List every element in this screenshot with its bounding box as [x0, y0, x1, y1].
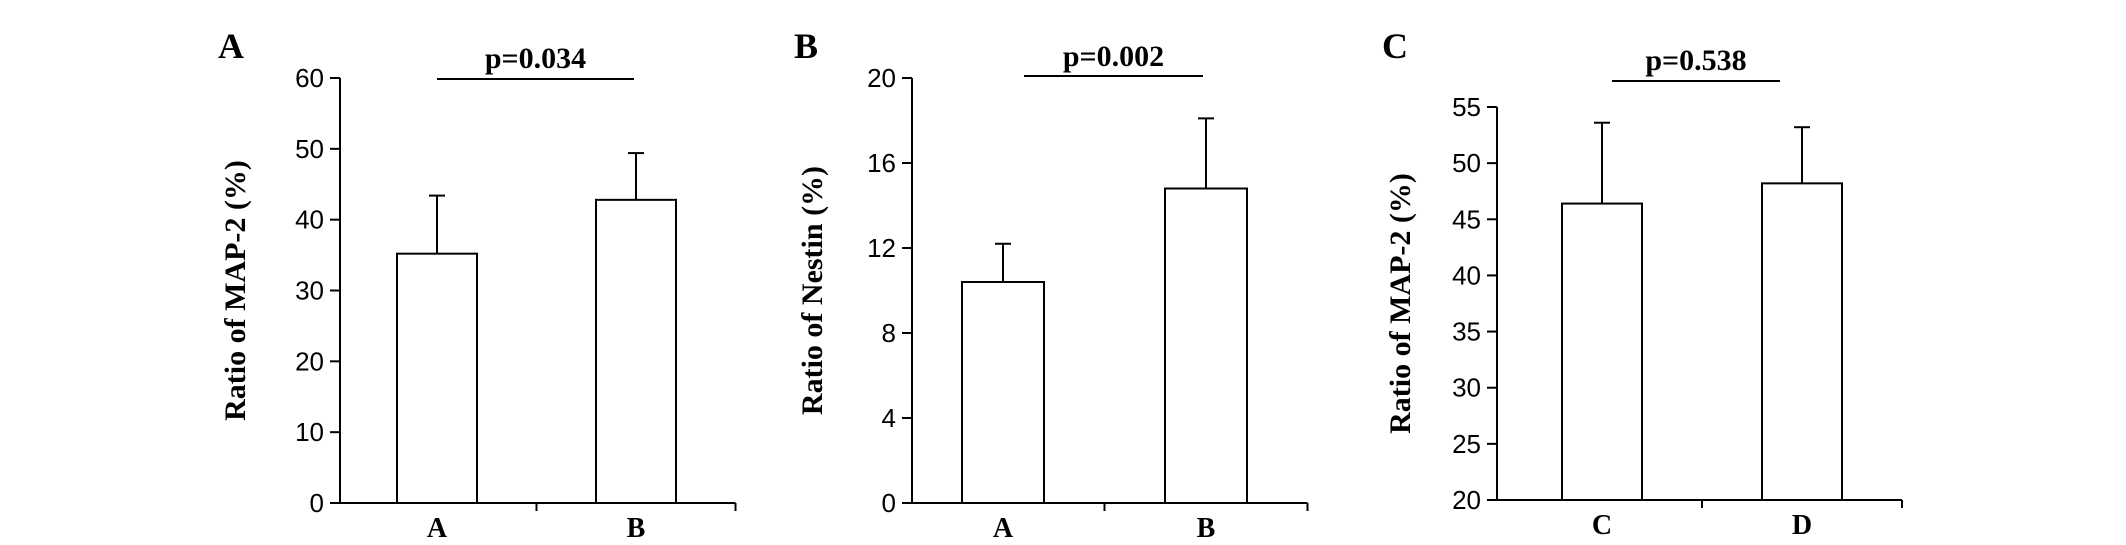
category-label-B-B: B: [1197, 513, 1216, 544]
y-tick-label-C-20: 20: [1452, 485, 1481, 515]
y-axis-label-C: Ratio of MAP-2 (%): [1384, 173, 1417, 434]
y-axis-label-A: Ratio of MAP-2 (%): [219, 160, 252, 421]
y-tick-label-B-4: 4: [882, 403, 896, 433]
category-label-A-B: B: [627, 513, 646, 544]
category-label-A-A: A: [427, 513, 448, 544]
y-tick-label-C-50: 50: [1452, 148, 1481, 178]
p-value-C: p=0.538: [1645, 44, 1746, 77]
panel-letter-A: A: [218, 26, 244, 66]
bar-A-A: [396, 252, 478, 504]
bar-B-A: [961, 281, 1045, 504]
p-value-A: p=0.034: [485, 42, 586, 75]
y-tick-label-A-60: 60: [295, 63, 324, 93]
category-label-C-C: C: [1592, 510, 1612, 541]
y-tick-label-A-40: 40: [295, 205, 324, 235]
y-tick-label-A-0: 0: [310, 488, 324, 518]
bar-A-B: [595, 198, 677, 504]
y-tick-label-C-45: 45: [1452, 204, 1481, 234]
y-tick-label-C-35: 35: [1452, 317, 1481, 347]
y-tick-label-B-12: 12: [867, 233, 896, 263]
y-tick-label-B-0: 0: [882, 488, 896, 518]
y-tick-label-B-16: 16: [867, 148, 896, 178]
y-tick-label-C-40: 40: [1452, 260, 1481, 290]
y-tick-label-A-50: 50: [295, 134, 324, 164]
bar-C-C: [1561, 202, 1643, 502]
category-label-C-D: D: [1792, 510, 1812, 541]
y-tick-label-C-30: 30: [1452, 373, 1481, 403]
y-tick-label-B-8: 8: [882, 318, 896, 348]
y-axis-label-B: Ratio of Nestin (%): [796, 166, 829, 415]
y-tick-label-A-20: 20: [295, 346, 324, 376]
y-tick-label-C-55: 55: [1452, 92, 1481, 122]
y-tick-label-C-25: 25: [1452, 429, 1481, 459]
category-label-B-A: A: [993, 513, 1014, 544]
y-tick-label-A-10: 10: [295, 417, 324, 447]
y-tick-label-B-20: 20: [867, 63, 896, 93]
y-tick-label-A-30: 30: [295, 276, 324, 306]
panel-letter-C: C: [1382, 26, 1408, 66]
panel-letter-B: B: [794, 26, 818, 66]
p-value-B: p=0.002: [1063, 40, 1164, 73]
bar-B-B: [1164, 187, 1248, 504]
bar-C-D: [1761, 182, 1843, 501]
